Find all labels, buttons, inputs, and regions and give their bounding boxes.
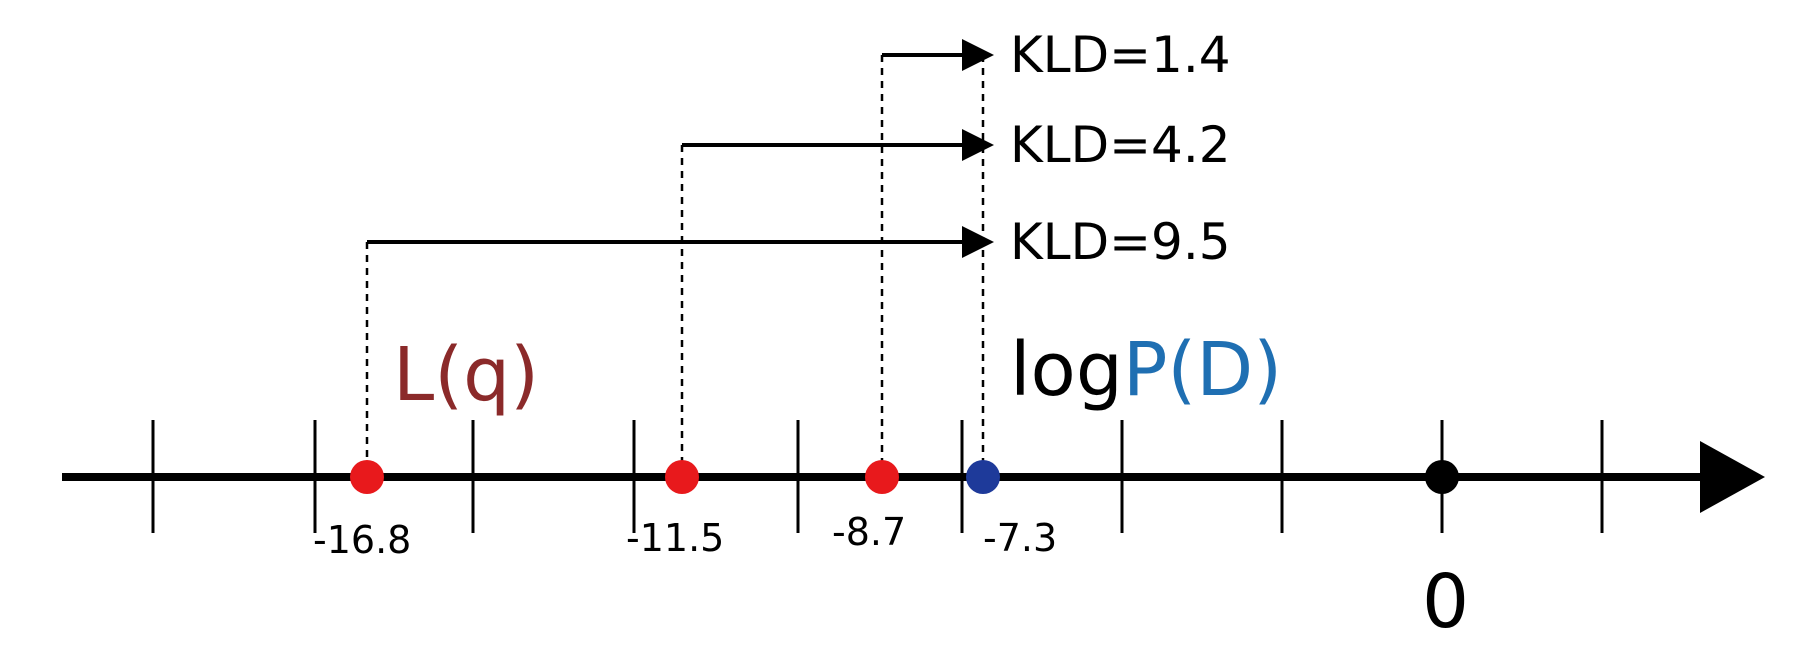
arrowhead-icon — [962, 39, 994, 71]
kld-label-2: KLD=4.2 — [1010, 116, 1231, 174]
kld-label-1: KLD=1.4 — [1010, 26, 1231, 84]
dashed-connectors — [365, 55, 985, 474]
lq-label: L(q) — [393, 332, 539, 418]
point-zero — [1425, 460, 1459, 494]
zero-label: 0 — [1422, 559, 1469, 645]
point-lq-2 — [665, 460, 699, 494]
tick-label-neg-7-3: -7.3 — [983, 516, 1057, 560]
tick-label-neg-16-8: -16.8 — [313, 518, 411, 562]
axis-ticks — [151, 420, 1604, 533]
logp-prefix: log — [1010, 327, 1123, 413]
logp-label: logP(D) — [1010, 327, 1282, 413]
tick-label-neg-11-5: -11.5 — [626, 516, 724, 560]
kld-label-3: KLD=9.5 — [1010, 213, 1231, 271]
axis-arrowhead-icon — [1700, 441, 1765, 513]
arrowhead-icon — [962, 226, 994, 258]
point-lq-3 — [865, 460, 899, 494]
point-logp — [966, 460, 1000, 494]
arrowhead-icon — [962, 129, 994, 161]
logp-suffix: P(D) — [1123, 327, 1282, 413]
kld-arrows — [367, 53, 966, 244]
point-lq-1 — [350, 460, 384, 494]
kld-arrowheads — [962, 39, 994, 258]
tick-label-neg-8-7: -8.7 — [832, 510, 906, 554]
